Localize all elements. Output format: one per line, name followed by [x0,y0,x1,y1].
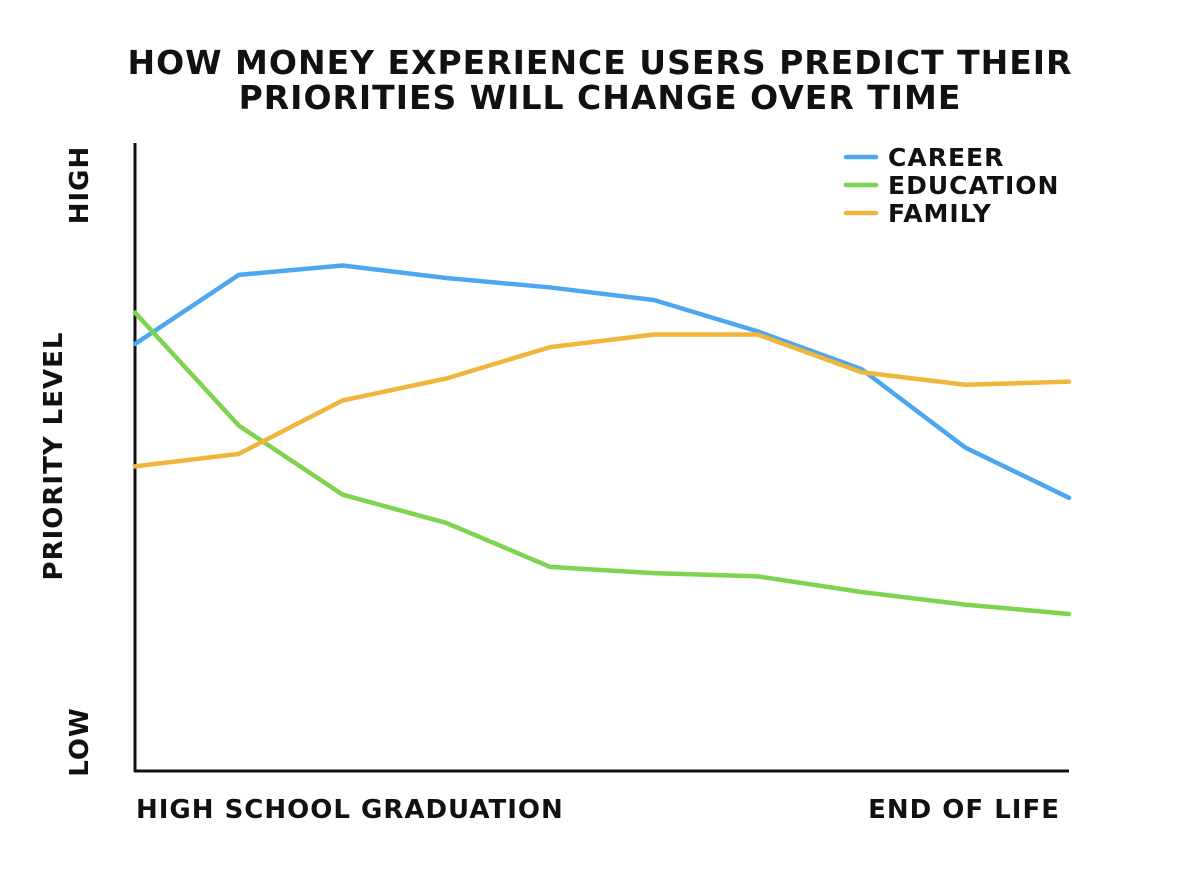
series-line-family [132,332,1072,469]
legend-label-education: EDUCATION [888,171,1059,200]
series-line-career [132,263,1072,501]
chart-title-line-2: PRIORITIES WILL CHANGE OVER TIME [238,78,962,117]
chart-title-line-1: HOW MONEY EXPERIENCE USERS PREDICT THEIR [127,43,1073,82]
legend-label-family: FAMILY [888,199,992,228]
x-tick-label-end: END OF LIFE [868,795,1060,825]
x-tick-label-start: HIGH SCHOOL GRADUATION [136,795,564,825]
series-line-education [132,310,1072,617]
legend-label-career: CAREER [888,143,1004,172]
